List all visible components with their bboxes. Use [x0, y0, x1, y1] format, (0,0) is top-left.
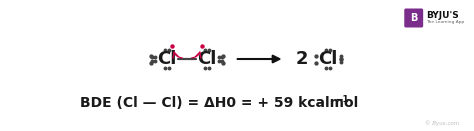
Text: Cl: Cl — [197, 50, 217, 68]
Text: BDE (Cl — Cl) = ΔH0 = + 59 kcalmol: BDE (Cl — Cl) = ΔH0 = + 59 kcalmol — [80, 96, 358, 110]
Text: 2: 2 — [296, 50, 309, 68]
Text: Cl: Cl — [157, 50, 177, 68]
FancyBboxPatch shape — [404, 9, 423, 28]
Text: Cl: Cl — [319, 50, 338, 68]
Text: −1: −1 — [335, 94, 349, 103]
Text: B: B — [410, 13, 418, 23]
Text: © Byus.com: © Byus.com — [425, 120, 459, 126]
Text: BYJU'S: BYJU'S — [426, 10, 458, 20]
Text: The Learning App: The Learning App — [426, 20, 464, 24]
